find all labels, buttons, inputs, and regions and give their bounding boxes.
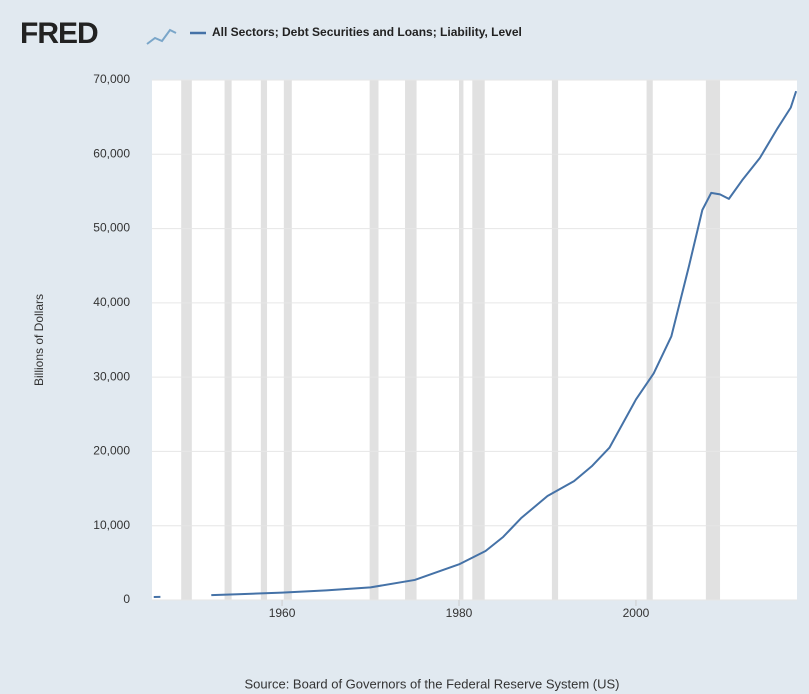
series-line xyxy=(153,90,798,599)
x-tick-label: 1960 xyxy=(269,606,296,620)
recession-band xyxy=(369,80,379,600)
recession-band xyxy=(181,80,192,600)
recession-band xyxy=(260,80,268,600)
recession-band xyxy=(405,80,417,600)
y-axis-label: Billions of Dollars xyxy=(32,294,46,386)
logo-icon xyxy=(146,28,177,45)
y-tick-label: 40,000 xyxy=(93,295,130,309)
recession-band xyxy=(283,80,292,600)
logo: FRED xyxy=(20,17,98,50)
source: Source: Board of Governors of the Federa… xyxy=(245,676,620,691)
y-tick-label: 0 xyxy=(123,592,130,606)
y-tick-label: 20,000 xyxy=(93,444,130,458)
legend-label: All Sectors; Debt Securities and Loans; … xyxy=(212,25,522,39)
recession-band xyxy=(551,80,559,600)
x-tick-label: 1980 xyxy=(446,606,473,620)
y-tick-label: 50,000 xyxy=(93,221,130,235)
y-tick-label: 30,000 xyxy=(93,369,130,383)
x-tick-label: 2000 xyxy=(623,606,650,620)
recession-band xyxy=(705,80,721,600)
recession-band xyxy=(459,80,464,600)
y-tick-label: 70,000 xyxy=(93,72,130,86)
y-tick-label: 10,000 xyxy=(93,518,130,532)
recession-band xyxy=(224,80,232,600)
recession-band xyxy=(472,80,485,600)
y-tick-label: 60,000 xyxy=(93,146,130,160)
recession-band xyxy=(646,80,653,600)
